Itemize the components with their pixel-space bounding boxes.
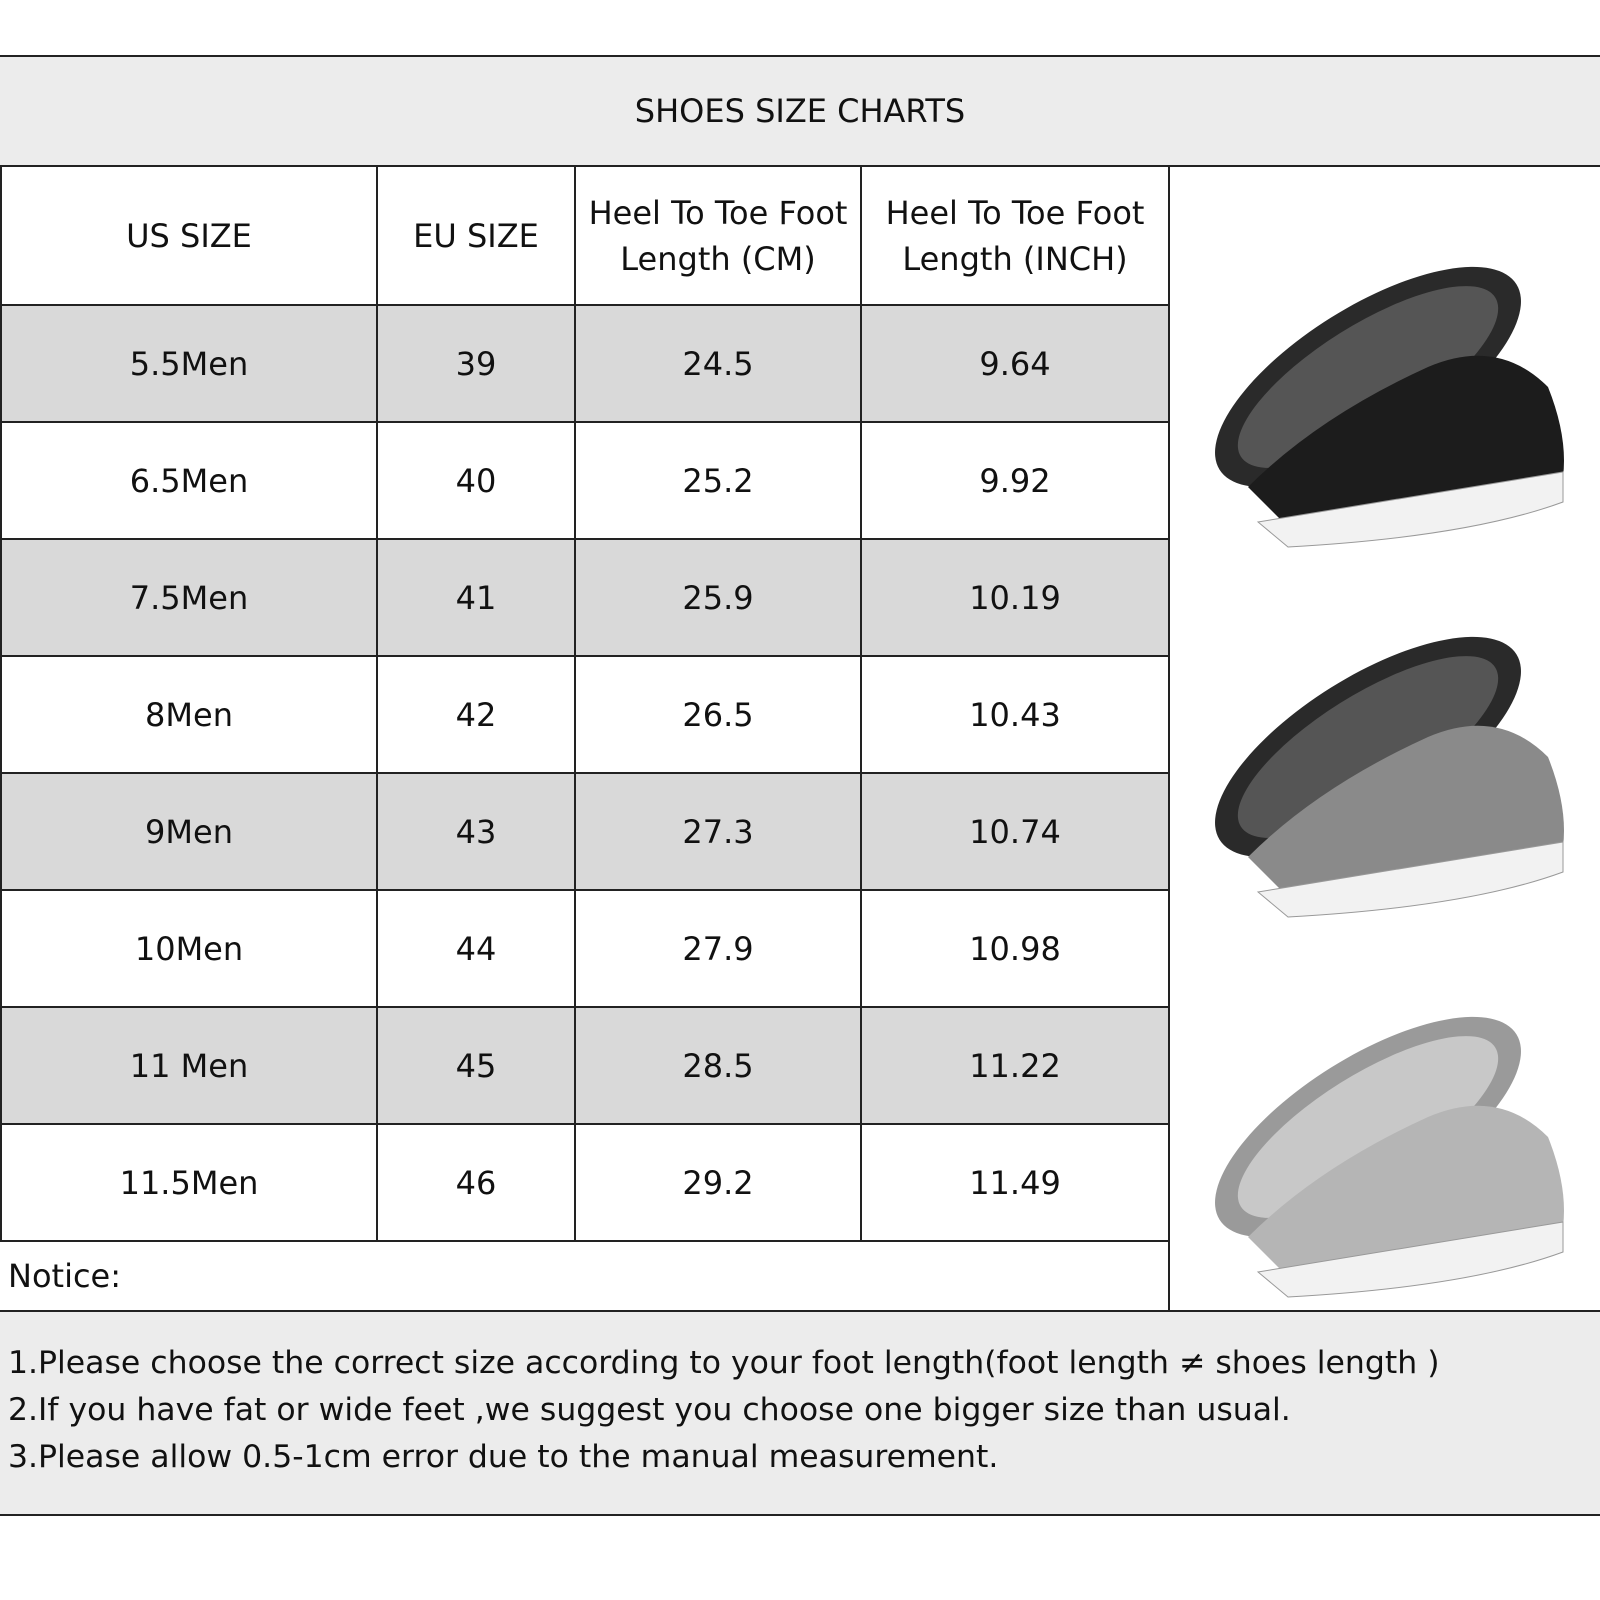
title: SHOES SIZE CHARTS: [0, 55, 1600, 167]
column-header: Heel To Toe Foot Length (CM): [576, 167, 862, 306]
table-cell: 27.3: [576, 774, 862, 891]
table-cell: 40: [378, 423, 576, 540]
table-cell: 26.5: [576, 657, 862, 774]
table-cell: 29.2: [576, 1125, 862, 1242]
table-cell: 10.19: [862, 540, 1170, 657]
table-cell: 6.5Men: [0, 423, 378, 540]
note: 1.Please choose the correct size accordi…: [8, 1345, 1440, 1381]
column-header: US SIZE: [0, 167, 378, 306]
column-header: Heel To Toe Foot Length (INCH): [862, 167, 1170, 306]
table-cell: 9.92: [862, 423, 1170, 540]
table-cell: 10.74: [862, 774, 1170, 891]
column-header: EU SIZE: [378, 167, 576, 306]
notice-label: Notice:: [0, 1241, 1170, 1311]
table-cell: 7.5Men: [0, 540, 378, 657]
table-cell: 10.43: [862, 657, 1170, 774]
shoe-illustrations: [1215, 266, 1564, 1298]
table-cell: 39: [378, 306, 576, 423]
note: 3.Please allow 0.5-1cm error due to the …: [8, 1439, 999, 1475]
table-cell: 10Men: [0, 891, 378, 1008]
shoe-light: [1215, 1016, 1564, 1298]
shoe-images: [1168, 167, 1600, 1310]
shoe-black: [1215, 266, 1564, 548]
table-cell: 10.98: [862, 891, 1170, 1008]
note: 2.If you have fat or wide feet ,we sugge…: [8, 1392, 1291, 1428]
table-cell: 5.5Men: [0, 306, 378, 423]
table-cell: 11.22: [862, 1008, 1170, 1125]
table-cell: 11.5Men: [0, 1125, 378, 1242]
table-cell: 11 Men: [0, 1008, 378, 1125]
table-cell: 9.64: [862, 306, 1170, 423]
table-cell: 43: [378, 774, 576, 891]
table-cell: 41: [378, 540, 576, 657]
table-cell: 9Men: [0, 774, 378, 891]
table-cell: 28.5: [576, 1008, 862, 1125]
table-cell: 27.9: [576, 891, 862, 1008]
table-cell: 45: [378, 1008, 576, 1125]
shoe-camo: [1215, 636, 1564, 918]
table-cell: 42: [378, 657, 576, 774]
table-cell: 25.9: [576, 540, 862, 657]
table-cell: 8Men: [0, 657, 378, 774]
table-cell: 25.2: [576, 423, 862, 540]
table-cell: 46: [378, 1125, 576, 1242]
table-cell: 11.49: [862, 1125, 1170, 1242]
notes: 1.Please choose the correct size accordi…: [0, 1310, 1600, 1516]
table-cell: 44: [378, 891, 576, 1008]
table-cell: 24.5: [576, 306, 862, 423]
